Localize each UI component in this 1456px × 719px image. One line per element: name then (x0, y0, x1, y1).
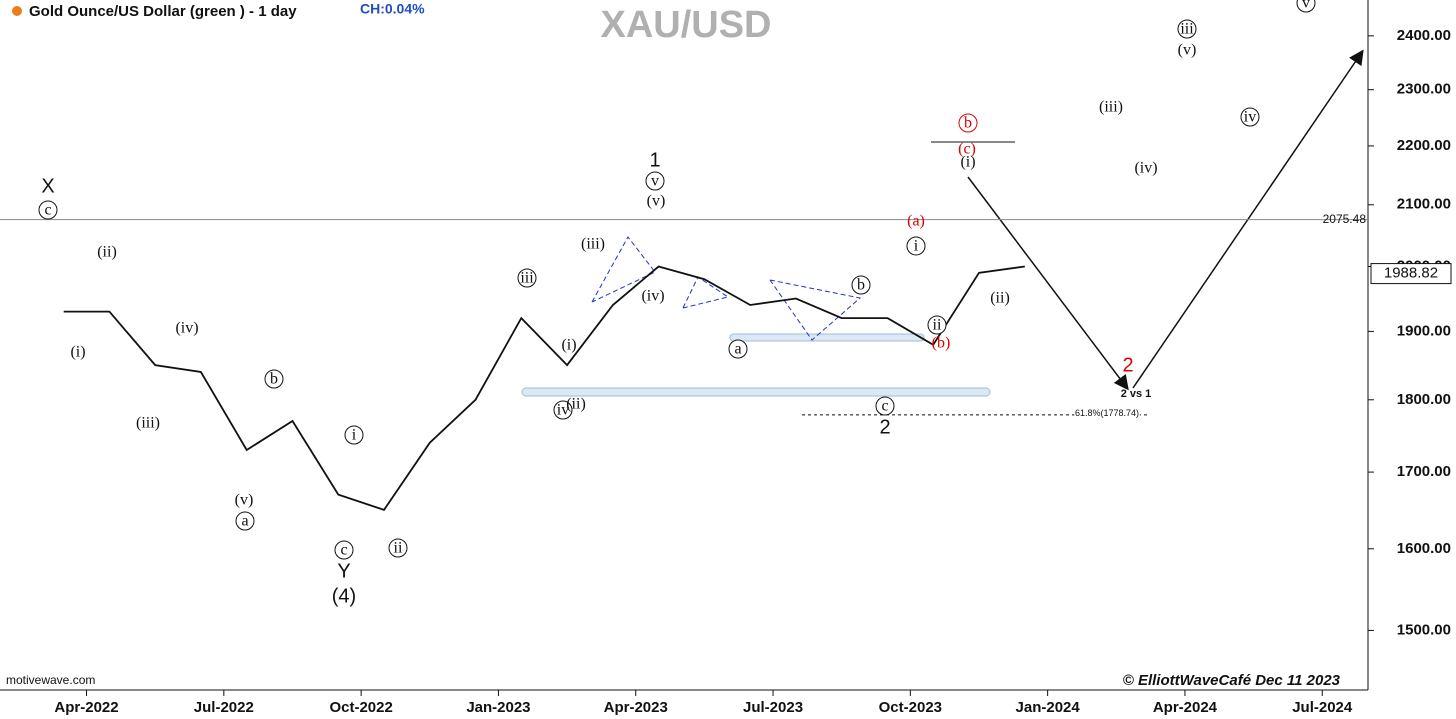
wave-label: b (857, 277, 865, 294)
wave-label: (b) (932, 335, 951, 352)
wave-label: (4) (332, 585, 356, 607)
last-price-tag (1370, 263, 1452, 285)
wave-circle (1177, 19, 1197, 39)
wave-label: iii (520, 270, 534, 287)
projection-label: 2 vs 1 (1121, 388, 1152, 400)
wave-circle (958, 113, 978, 133)
wave-label: (i) (70, 344, 85, 361)
wave-label: ii (933, 317, 942, 334)
change: CH:0.04% (360, 1, 425, 17)
wave-circle (906, 236, 926, 256)
wave-circle (875, 396, 895, 416)
y-tick-label: 2100.00 (1397, 196, 1451, 213)
credit: © ElliottWaveCafé Dec 11 2023 (1123, 672, 1341, 689)
header: Gold Ounce/US Dollar (green ) - 1 day (29, 3, 297, 20)
wave-label: b (270, 371, 278, 388)
wave-label: (iv) (1134, 160, 1157, 177)
fib-label: 61.8%(1778.74) (1075, 408, 1139, 418)
wave-label: (c) (958, 141, 976, 158)
x-tick-label: Oct-2022 (329, 699, 392, 716)
wave-circle (235, 511, 255, 531)
wave-label: (ii) (566, 396, 586, 413)
triangle (769, 279, 862, 341)
wave-label: (i) (561, 337, 576, 354)
wave-label: Y (337, 560, 350, 582)
y-tick-label: 2200.00 (1397, 137, 1451, 154)
last-price-label: 1988.82 (1384, 265, 1438, 282)
wave-circle (344, 425, 364, 445)
support-zone (729, 333, 925, 342)
x-tick-label: Apr-2024 (1153, 699, 1218, 716)
y-tick-label: 1500.00 (1397, 621, 1451, 638)
wave-circle (728, 339, 748, 359)
triangle (682, 276, 730, 309)
wave-label: i (352, 427, 357, 444)
reference-label: 2075.48 (1323, 212, 1367, 226)
wave-circle (645, 171, 665, 191)
wave-circle (553, 400, 573, 420)
wave-circle (38, 200, 58, 220)
wave-label: 2 (879, 416, 890, 438)
chart-title: XAU/USD (600, 4, 771, 46)
wave-label: i (914, 238, 919, 255)
wave-label: (iii) (1099, 99, 1123, 116)
wave-label: (ii) (97, 244, 117, 261)
symbol-dot (12, 6, 22, 16)
wave-label: (v) (235, 492, 254, 509)
wave-label: (v) (647, 193, 666, 210)
y-tick-label: 1800.00 (1397, 391, 1451, 408)
wave-circle (1296, 0, 1316, 13)
x-tick-label: Apr-2023 (604, 699, 668, 716)
wave-label: iv (1244, 109, 1256, 126)
wave-label: (iii) (581, 236, 605, 253)
wave-label: a (734, 341, 741, 358)
x-tick-label: Apr-2022 (54, 699, 118, 716)
wave-label: 1 (649, 149, 660, 171)
wave-circle (517, 268, 537, 288)
triangle (591, 236, 656, 303)
y-tick-label: 1700.00 (1397, 463, 1451, 480)
wave-label: c (881, 398, 888, 415)
wave-label: b (964, 115, 972, 132)
wave-label: ii (394, 540, 403, 557)
y-tick-label: 2300.00 (1397, 81, 1451, 98)
x-tick-label: Jan-2024 (1016, 699, 1081, 716)
wave-label: a (241, 513, 248, 530)
support-zone (521, 387, 991, 397)
wave-label: v (651, 173, 659, 190)
wave-label: v (1302, 0, 1310, 12)
wave-label: iv (557, 402, 569, 419)
wave-label: (a) (907, 213, 925, 230)
wave-label: (iv) (175, 320, 198, 337)
wave-circle (264, 369, 284, 389)
price-line (63, 265, 1025, 511)
wave-label: c (340, 542, 347, 559)
x-tick-label: Oct-2023 (879, 699, 942, 716)
projection-arrow (967, 176, 1129, 391)
wave-circle (334, 540, 354, 560)
wave-circle (1240, 107, 1260, 127)
x-tick-label: Jul-2024 (1292, 699, 1353, 716)
x-tick-label: Jan-2023 (466, 699, 530, 716)
wave-label: X (41, 175, 54, 197)
source: motivewave.com (6, 673, 95, 687)
x-tick-label: Jul-2022 (194, 699, 254, 716)
wave-label: (iv) (641, 288, 664, 305)
wave-circle (851, 275, 871, 295)
y-tick-label: 1600.00 (1397, 540, 1451, 557)
x-tick-label: Jul-2023 (743, 699, 803, 716)
y-tick-label: 1900.00 (1397, 322, 1451, 339)
wave-label: (ii) (990, 290, 1010, 307)
wave-label: (v) (1178, 42, 1197, 59)
y-tick-label: 2400.00 (1397, 27, 1451, 44)
wave-label: c (44, 202, 51, 219)
wave-label: iii (1180, 21, 1194, 38)
wave-label: (i) (960, 154, 975, 171)
wave-circle (927, 315, 947, 335)
wave-label: (iii) (136, 415, 160, 432)
wave-label: 2 (1122, 354, 1133, 376)
wave-circle (388, 538, 408, 558)
